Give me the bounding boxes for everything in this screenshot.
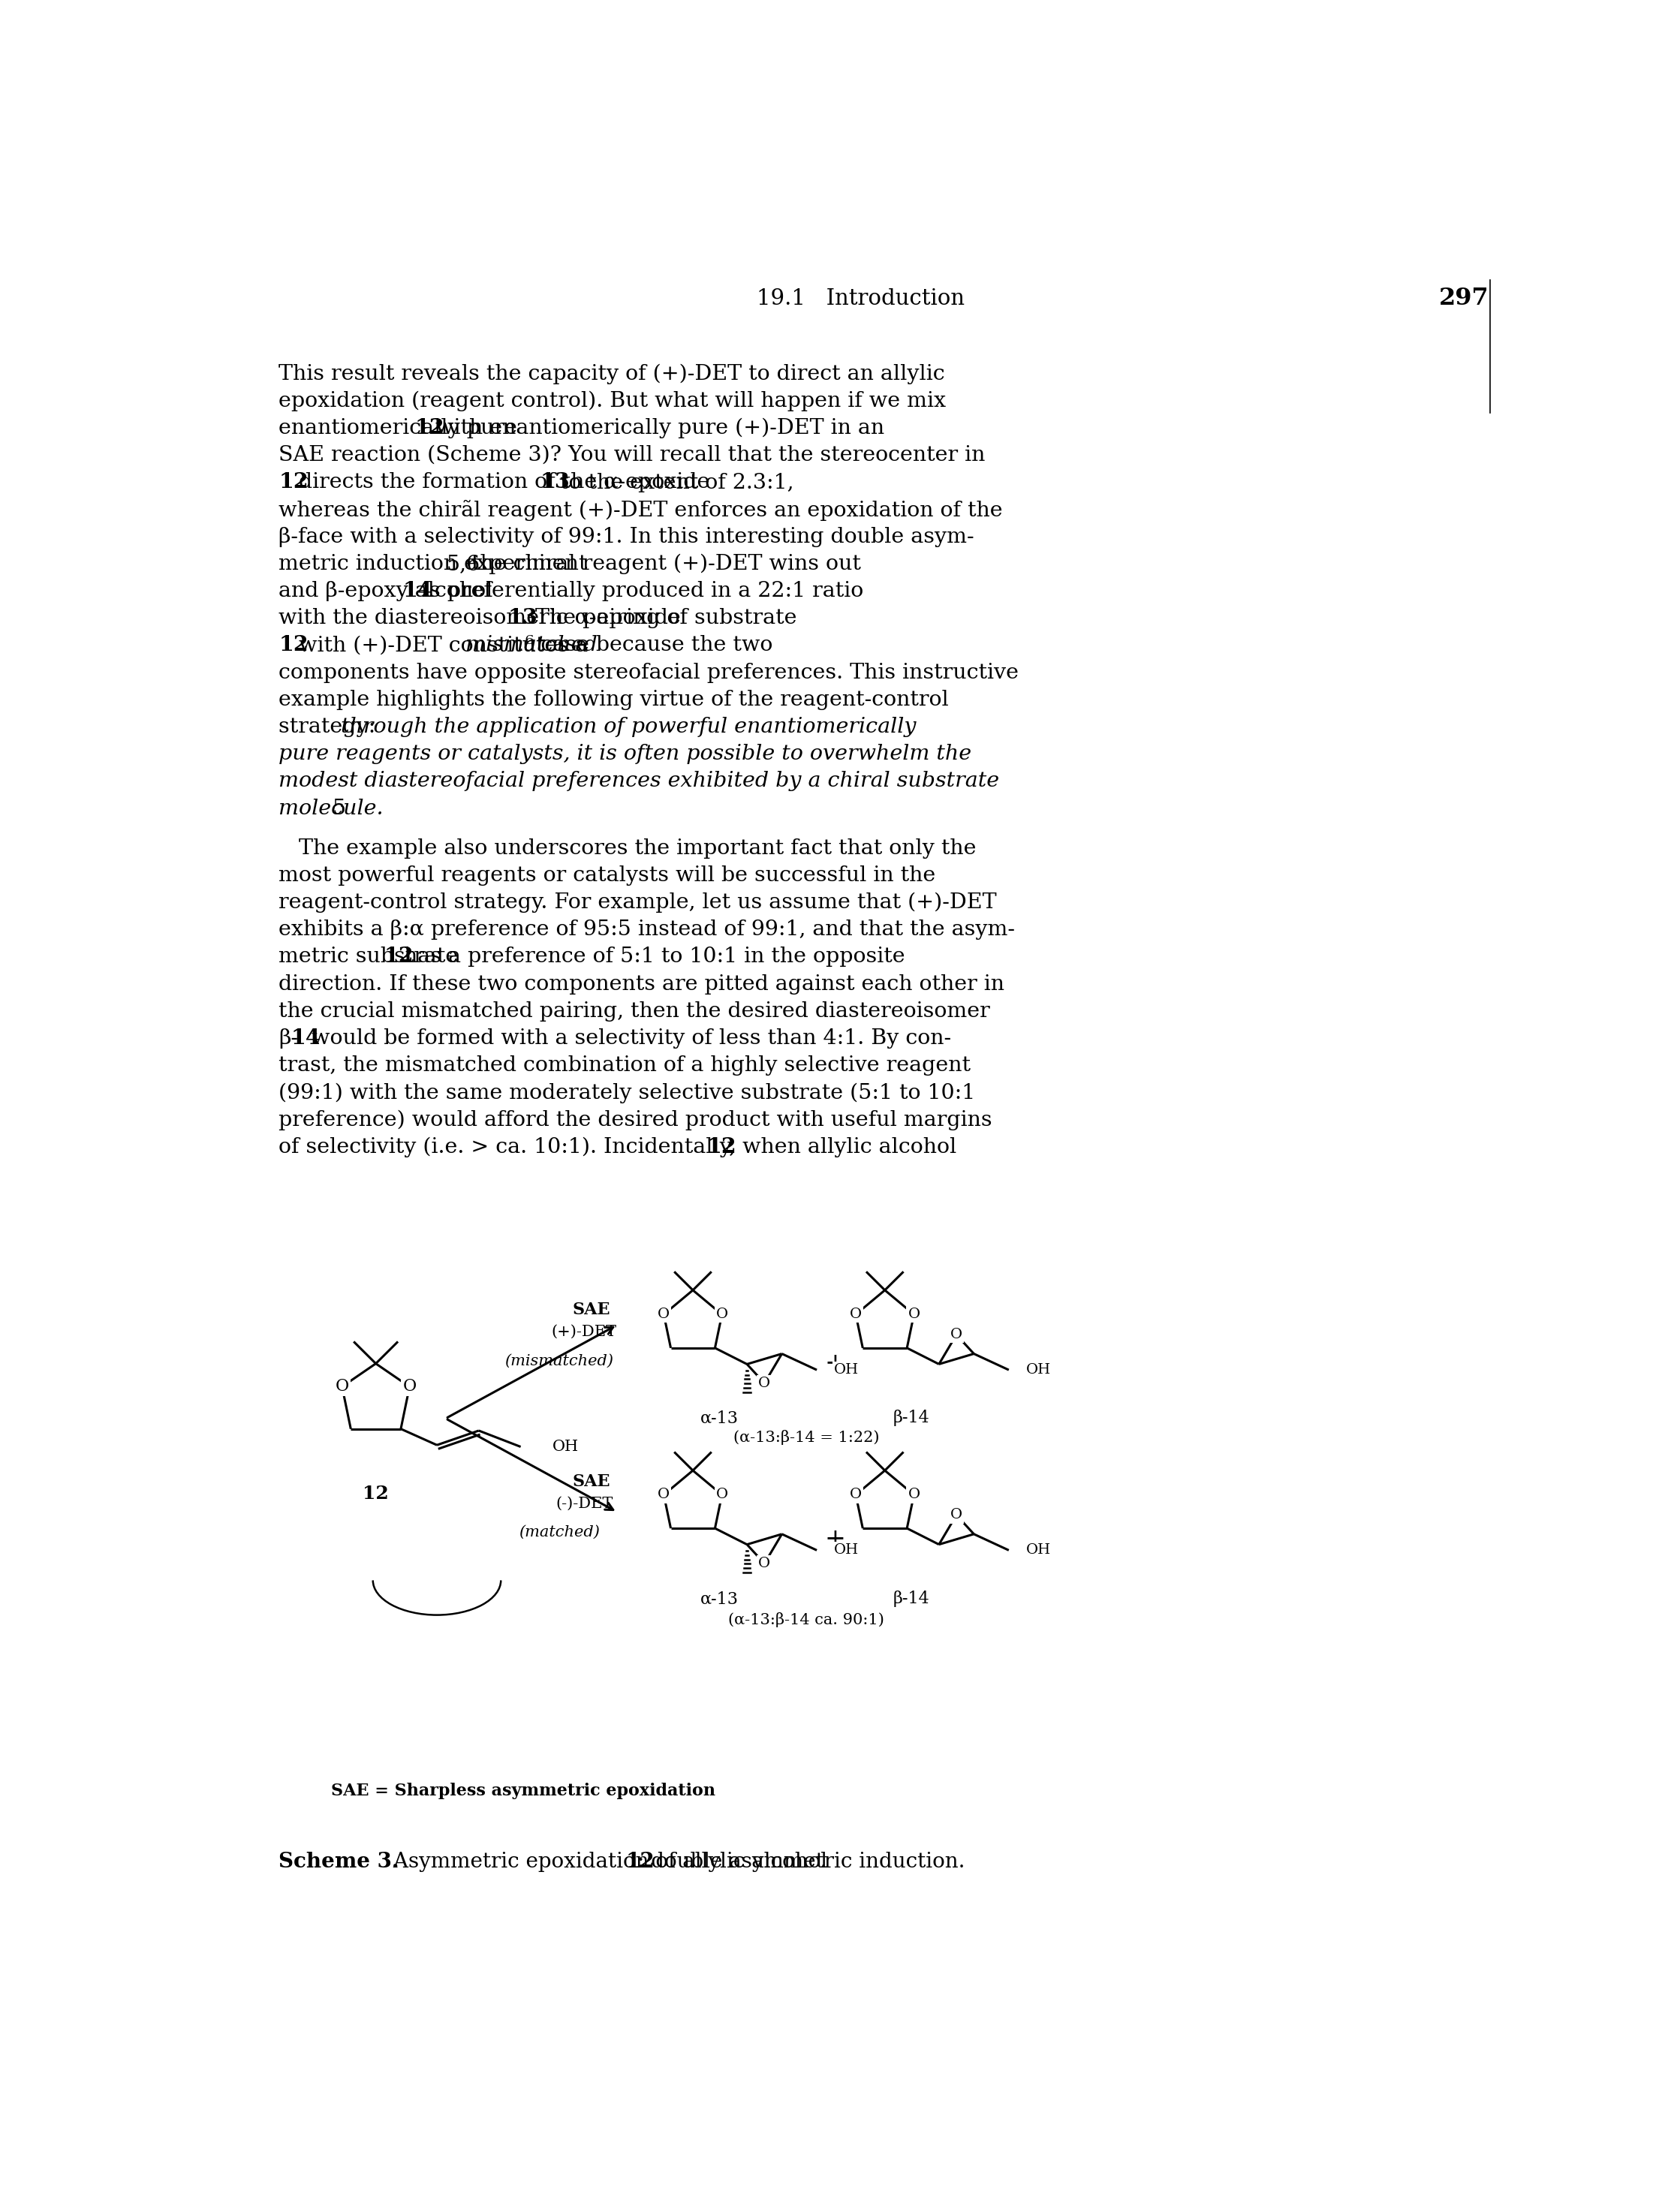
Text: exhibits a β:α preference of 95:5 instead of 99:1, and that the asym-: exhibits a β:α preference of 95:5 instea… <box>279 919 1015 941</box>
Text: 14: 14 <box>403 582 432 602</box>
Text: β-14: β-14 <box>892 1409 929 1427</box>
Text: molecule.: molecule. <box>279 799 383 818</box>
Text: of selectivity (i.e. > ca. 10:1). Incidentally, when allylic alcohol: of selectivity (i.e. > ca. 10:1). Incide… <box>279 1138 963 1157</box>
Text: OH: OH <box>835 1363 858 1376</box>
Text: has a preference of 5:1 to 10:1 in the opposite: has a preference of 5:1 to 10:1 in the o… <box>398 947 906 967</box>
Text: 19.1   Introduction: 19.1 Introduction <box>758 289 964 309</box>
Text: enantiomerically pure: enantiomerically pure <box>279 418 524 438</box>
Text: 12: 12 <box>415 418 445 438</box>
Text: α-13: α-13 <box>701 1591 738 1608</box>
Text: Asymmetric epoxidation of allylic alcohol: Asymmetric epoxidation of allylic alcoho… <box>386 1851 833 1873</box>
Text: is preferentially produced in a 22:1 ratio: is preferentially produced in a 22:1 rat… <box>417 582 864 602</box>
Text: most powerful reagents or catalysts will be successful in the: most powerful reagents or catalysts will… <box>279 866 936 886</box>
Text: O: O <box>403 1378 417 1396</box>
Text: strategy:: strategy: <box>279 718 383 737</box>
Text: β-face with a selectivity of 99:1. In this interesting double asym-: β-face with a selectivity of 99:1. In th… <box>279 527 974 547</box>
Text: 13: 13 <box>507 608 538 628</box>
Text: direction. If these two components are pitted against each other in: direction. If these two components are p… <box>279 974 1005 993</box>
Text: 12: 12 <box>279 635 309 656</box>
Text: Scheme 3.: Scheme 3. <box>279 1851 400 1873</box>
Text: . The pairing of substrate: . The pairing of substrate <box>521 608 796 628</box>
Text: 12: 12 <box>625 1851 655 1873</box>
Text: ⁶ case because the two: ⁶ case because the two <box>526 635 773 656</box>
Text: O: O <box>850 1488 862 1501</box>
Text: SAE = Sharpless asymmetric epoxidation: SAE = Sharpless asymmetric epoxidation <box>331 1783 716 1799</box>
Text: 12: 12 <box>707 1138 736 1157</box>
Text: components have opposite stereofacial preferences. This instructive: components have opposite stereofacial pr… <box>279 663 1018 683</box>
Text: through the application of powerful enantiomerically: through the application of powerful enan… <box>341 718 916 737</box>
Text: O: O <box>758 1558 771 1571</box>
Text: the crucial mismatched pairing, then the desired diastereoisomer: the crucial mismatched pairing, then the… <box>279 1002 990 1022</box>
Text: O: O <box>659 1488 670 1501</box>
Text: the chiral reagent (+)-DET wins out: the chiral reagent (+)-DET wins out <box>465 554 860 575</box>
Text: to the extent of 2.3:1,: to the extent of 2.3:1, <box>553 473 795 492</box>
Text: O: O <box>758 1376 771 1389</box>
Text: OH: OH <box>1026 1363 1052 1376</box>
Text: 13: 13 <box>539 473 570 492</box>
Text: O: O <box>716 1488 727 1501</box>
Text: 12: 12 <box>279 473 309 492</box>
Text: 297: 297 <box>1438 287 1488 311</box>
Text: 5: 5 <box>333 799 346 818</box>
Text: pure reagents or catalysts, it is often possible to overwhelm the: pure reagents or catalysts, it is often … <box>279 744 971 764</box>
Text: SAE: SAE <box>573 1473 610 1490</box>
Text: example highlights the following virtue of the reagent-control: example highlights the following virtue … <box>279 689 949 709</box>
Text: mismatched: mismatched <box>465 635 598 656</box>
Text: +: + <box>825 1527 845 1551</box>
Text: 12: 12 <box>363 1486 388 1503</box>
Text: O: O <box>659 1308 670 1322</box>
Text: metric substrate: metric substrate <box>279 947 465 967</box>
Text: (+)-DET: (+)-DET <box>551 1326 617 1339</box>
Text: with enantiomerically pure (+)-DET in an: with enantiomerically pure (+)-DET in an <box>428 418 884 438</box>
Text: (99:1) with the same moderately selective substrate (5:1 to 10:1: (99:1) with the same moderately selectiv… <box>279 1083 976 1103</box>
Text: would be formed with a selectivity of less than 4:1. By con-: would be formed with a selectivity of le… <box>304 1028 951 1048</box>
Text: 12: 12 <box>385 947 413 967</box>
Text: The example also underscores the important fact that only the: The example also underscores the importa… <box>279 838 976 858</box>
Text: reagent-control strategy. For example, let us assume that (+)-DET: reagent-control strategy. For example, l… <box>279 893 996 912</box>
Text: OH: OH <box>835 1543 858 1558</box>
Text: +: + <box>825 1352 845 1376</box>
Text: O: O <box>951 1328 963 1341</box>
Text: O: O <box>907 1488 921 1501</box>
Text: (-)-DET: (-)-DET <box>556 1497 613 1510</box>
Text: with the diastereoisomeric α-epoxide: with the diastereoisomeric α-epoxide <box>279 608 687 628</box>
Text: O: O <box>850 1308 862 1322</box>
Text: O: O <box>907 1308 921 1322</box>
Text: (matched): (matched) <box>519 1525 600 1540</box>
Text: (α-13:β-14 = 1:22): (α-13:β-14 = 1:22) <box>732 1431 879 1444</box>
Text: metric induction experiment: metric induction experiment <box>279 554 588 573</box>
Text: α-13: α-13 <box>701 1409 738 1427</box>
Text: directs the formation of the α-epoxide: directs the formation of the α-epoxide <box>292 473 716 492</box>
Text: (mismatched): (mismatched) <box>504 1354 613 1368</box>
Text: : double asymmetric induction.: : double asymmetric induction. <box>637 1851 964 1873</box>
Text: trast, the mismatched combination of a highly selective reagent: trast, the mismatched combination of a h… <box>279 1055 971 1076</box>
Text: O: O <box>336 1378 349 1396</box>
Text: β-: β- <box>279 1028 297 1048</box>
Text: and β-epoxy alcohol: and β-epoxy alcohol <box>279 582 499 602</box>
Text: 5,6: 5,6 <box>447 554 480 573</box>
Text: with (+)-DET constitutes a: with (+)-DET constitutes a <box>292 635 595 656</box>
Text: OH: OH <box>1026 1543 1052 1558</box>
Text: β-14: β-14 <box>892 1591 929 1608</box>
Text: OH: OH <box>553 1440 580 1455</box>
Text: whereas the chirãl reagent (+)-DET enforces an epoxidation of the: whereas the chirãl reagent (+)-DET enfor… <box>279 499 1003 521</box>
Text: (α-13:β-14 ca. 90:1): (α-13:β-14 ca. 90:1) <box>729 1613 884 1628</box>
Text: This result reveals the capacity of (+)-DET to direct an allylic: This result reveals the capacity of (+)-… <box>279 363 944 385</box>
Text: O: O <box>951 1508 963 1523</box>
Text: preference) would afford the desired product with useful margins: preference) would afford the desired pro… <box>279 1109 993 1131</box>
Text: O: O <box>716 1308 727 1322</box>
Text: epoxidation (reagent control). But what will happen if we mix: epoxidation (reagent control). But what … <box>279 392 946 411</box>
Text: 14: 14 <box>291 1028 321 1048</box>
Text: modest diastereofacial preferences exhibited by a chiral substrate: modest diastereofacial preferences exhib… <box>279 770 1000 792</box>
Text: SAE: SAE <box>573 1302 610 1317</box>
Text: SAE reaction (Scheme 3)? You will recall that the stereocenter in: SAE reaction (Scheme 3)? You will recall… <box>279 444 984 466</box>
